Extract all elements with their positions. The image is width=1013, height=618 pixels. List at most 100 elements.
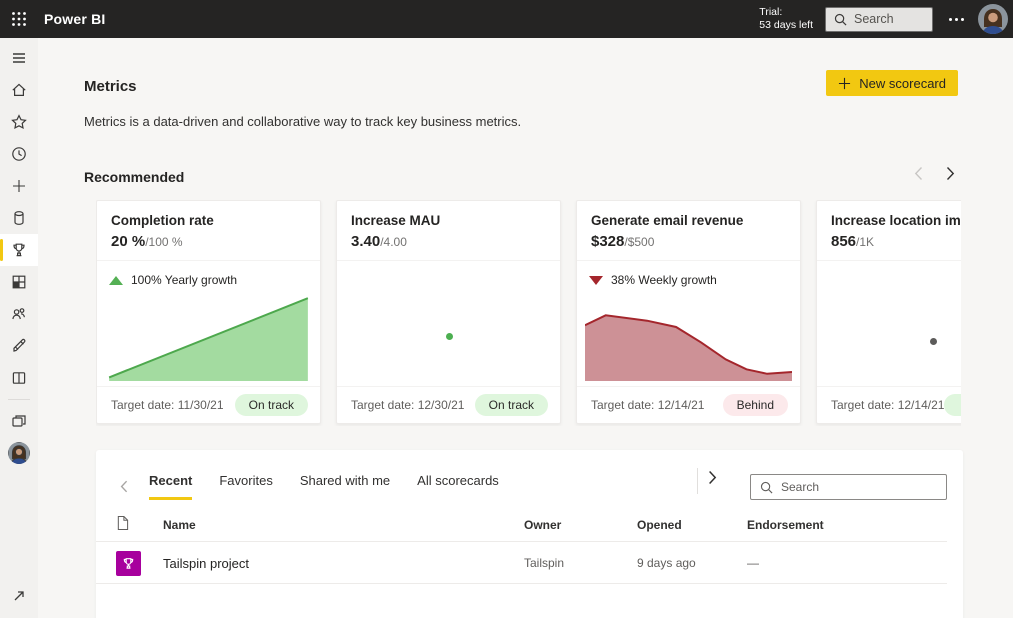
chevron-right-icon — [946, 167, 955, 180]
people-icon — [12, 308, 25, 320]
main-content: Metrics Metrics is a data-driven and col… — [38, 38, 1013, 618]
recommended-carousel: Completion rate 20 %/100 % 100% Yearly g… — [96, 200, 961, 426]
nav-create[interactable] — [0, 170, 38, 202]
nav-menu[interactable] — [0, 42, 38, 74]
single-point-dot — [930, 338, 937, 345]
sparkline-chart — [105, 291, 312, 381]
row-endorsement: — — [747, 556, 759, 570]
card-value: 3.40 — [351, 233, 381, 250]
card-target: /100 % — [145, 235, 183, 249]
clock-icon — [12, 147, 26, 161]
trend-label: 100% Yearly growth — [131, 273, 238, 287]
metric-card-completion-rate[interactable]: Completion rate 20 %/100 % 100% Yearly g… — [96, 200, 321, 424]
metric-card-increase-mau[interactable]: Increase MAU 3.40/4.00 Target date: 12/3… — [336, 200, 561, 424]
more-options-icon[interactable] — [949, 17, 964, 21]
trial-status: Trial: 53 days left — [759, 6, 813, 32]
target-date: Target date: 12/30/21 — [351, 398, 465, 412]
status-badge: On track — [474, 394, 548, 416]
app-launcher-icon[interactable] — [0, 0, 38, 38]
trophy-icon — [13, 243, 25, 257]
scorecards-panel: Recent Favorites Shared with me All scor… — [96, 450, 963, 618]
card-target: /1K — [856, 235, 875, 249]
nav-datasets[interactable] — [0, 202, 38, 234]
metric-card-email-revenue[interactable]: Generate email revenue $328/$500 38% Wee… — [576, 200, 801, 424]
trend-label: 38% Weekly growth — [611, 273, 717, 287]
global-search-input[interactable] — [854, 12, 924, 26]
plus-icon — [13, 180, 25, 192]
nav-deployment-pipelines[interactable] — [0, 330, 38, 362]
trend-down-icon — [589, 275, 603, 285]
scorecards-search-input[interactable] — [781, 480, 921, 494]
chevron-right-icon — [709, 470, 717, 485]
single-point-dot — [446, 333, 453, 340]
waffle-icon — [12, 12, 26, 26]
target-date: Target date: 11/30/21 — [111, 398, 224, 412]
rocket-icon — [13, 338, 26, 352]
scorecard-icon — [116, 550, 141, 576]
card-title: Increase MAU — [351, 213, 441, 228]
avatar-photo — [978, 4, 1008, 34]
column-opened[interactable]: Opened — [637, 517, 682, 532]
tabs-scroll-right-button[interactable] — [708, 470, 717, 485]
recommended-heading: Recommended — [84, 169, 185, 185]
workspace-avatar — [8, 442, 30, 464]
app-title: Power BI — [44, 11, 106, 27]
tabs-scroll-left-button[interactable] — [120, 480, 128, 493]
home-icon — [12, 83, 26, 96]
left-nav — [0, 38, 38, 618]
new-scorecard-label: New scorecard — [859, 75, 946, 91]
tab-all-scorecards[interactable]: All scorecards — [417, 472, 499, 488]
nav-workspaces[interactable] — [0, 405, 38, 437]
nav-learn[interactable] — [0, 362, 38, 394]
hamburger-icon — [13, 53, 25, 63]
nav-my-workspace[interactable] — [0, 437, 38, 469]
global-search[interactable] — [825, 6, 933, 32]
account-avatar[interactable] — [978, 4, 1008, 34]
card-value: 856 — [831, 233, 857, 250]
metric-card-location-impressions[interactable]: Increase location impre 856/1K Target da… — [816, 200, 961, 424]
nav-shared-with-me[interactable] — [0, 298, 38, 330]
grid-icon — [12, 275, 26, 289]
book-icon — [12, 372, 26, 384]
card-target: /$500 — [624, 235, 655, 249]
carousel-prev-button[interactable] — [914, 166, 923, 181]
status-badge — [944, 394, 961, 416]
tab-favorites[interactable]: Favorites — [219, 472, 273, 488]
scorecards-search[interactable] — [750, 474, 947, 500]
database-icon — [14, 211, 24, 225]
column-name[interactable]: Name — [163, 517, 196, 532]
search-icon — [834, 13, 847, 25]
card-title: Completion rate — [111, 213, 214, 228]
star-icon — [11, 114, 27, 130]
table-header: Name Owner Opened Endorsement — [96, 508, 947, 542]
nav-recent[interactable] — [0, 138, 38, 170]
file-type-icon — [116, 515, 163, 534]
card-title: Generate email revenue — [591, 213, 744, 228]
column-endorsement[interactable]: Endorsement — [747, 517, 824, 532]
new-scorecard-button[interactable]: New scorecard — [826, 70, 958, 96]
tab-recent[interactable]: Recent — [149, 473, 193, 500]
status-badge: Behind — [722, 394, 788, 416]
target-date: Target date: 12/14/21 — [591, 398, 705, 412]
search-icon — [760, 481, 773, 493]
chevron-left-icon — [914, 167, 923, 180]
status-badge: On track — [234, 394, 308, 416]
trend-up-icon — [109, 275, 123, 285]
chevron-left-icon — [120, 480, 128, 492]
tab-shared-with-me[interactable]: Shared with me — [299, 472, 391, 488]
nav-report[interactable] — [0, 266, 38, 298]
carousel-next-button[interactable] — [946, 166, 955, 181]
trial-line1: Trial: — [759, 6, 783, 18]
workspaces-icon — [12, 415, 26, 427]
table-row[interactable]: Tailspin project Tailspin 9 days ago — — [96, 543, 947, 584]
top-bar: Power BI Trial: 53 days left — [0, 0, 1013, 38]
column-owner[interactable]: Owner — [524, 517, 562, 532]
nav-collapse[interactable] — [0, 582, 38, 610]
card-value: $328 — [591, 233, 625, 250]
card-title: Increase location impre — [831, 213, 961, 228]
page-title: Metrics — [84, 78, 137, 95]
sparkline-chart — [585, 291, 792, 381]
nav-metrics[interactable] — [0, 234, 38, 266]
nav-home[interactable] — [0, 74, 38, 106]
nav-favorites[interactable] — [0, 106, 38, 138]
